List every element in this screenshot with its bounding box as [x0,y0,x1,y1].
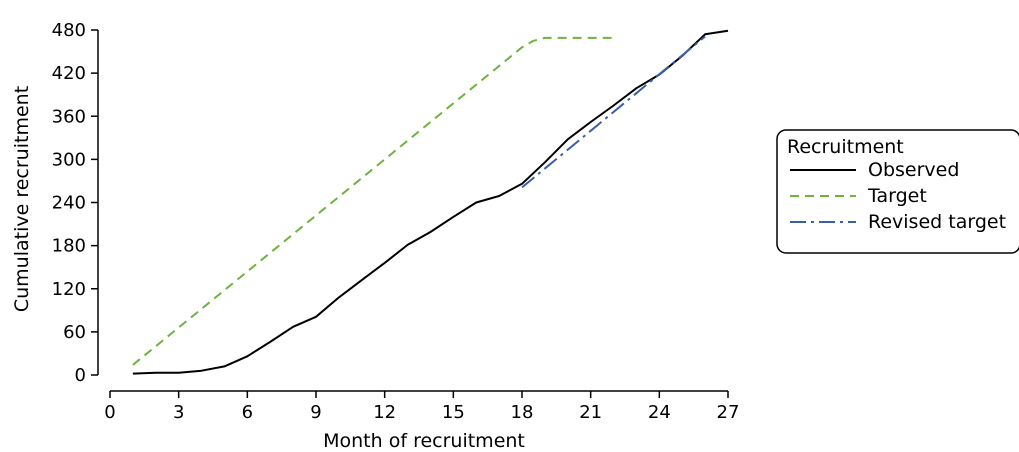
x-tick-label: 27 [717,402,740,423]
y-tick-label: 420 [52,63,86,84]
legend-label: Observed [868,159,959,181]
x-tick-label: 12 [373,402,396,423]
y-axis: 0 60 120 180 240 300 360 420 480 [52,20,99,386]
legend-title: Recruitment [787,136,904,158]
x-axis-title: Month of recruitment [323,430,525,452]
x-tick-label: 3 [173,402,184,423]
legend-label: Revised target [868,211,1006,233]
x-tick-label: 18 [511,402,534,423]
y-axis-title: Cumulative recruitment [11,86,33,312]
y-tick-label: 360 [52,106,86,127]
y-tick-label: 300 [52,149,86,170]
series-line-revised-target [521,35,706,189]
x-tick-label: 0 [104,402,115,423]
y-tick-label: 120 [52,279,86,300]
x-axis: 0 3 6 9 12 15 18 21 24 27 [104,390,740,423]
legend-label: Target [867,185,927,207]
plot-area [132,29,729,375]
x-tick-label: 15 [442,402,465,423]
y-tick-label: 180 [52,236,86,257]
x-tick-label: 6 [242,402,253,423]
y-tick-label: 0 [75,365,86,386]
y-tick-label: 480 [52,20,86,41]
series-line-target [132,36,614,366]
x-tick-label: 24 [648,402,671,423]
legend-frame [776,129,1019,254]
legend: Recruitment Observed Target Revised target [776,129,1019,254]
y-tick-label: 60 [63,322,86,343]
series-line-observed [132,29,729,375]
x-tick-label: 21 [579,402,602,423]
y-tick-label: 240 [52,193,86,214]
x-tick-label: 9 [310,402,321,423]
